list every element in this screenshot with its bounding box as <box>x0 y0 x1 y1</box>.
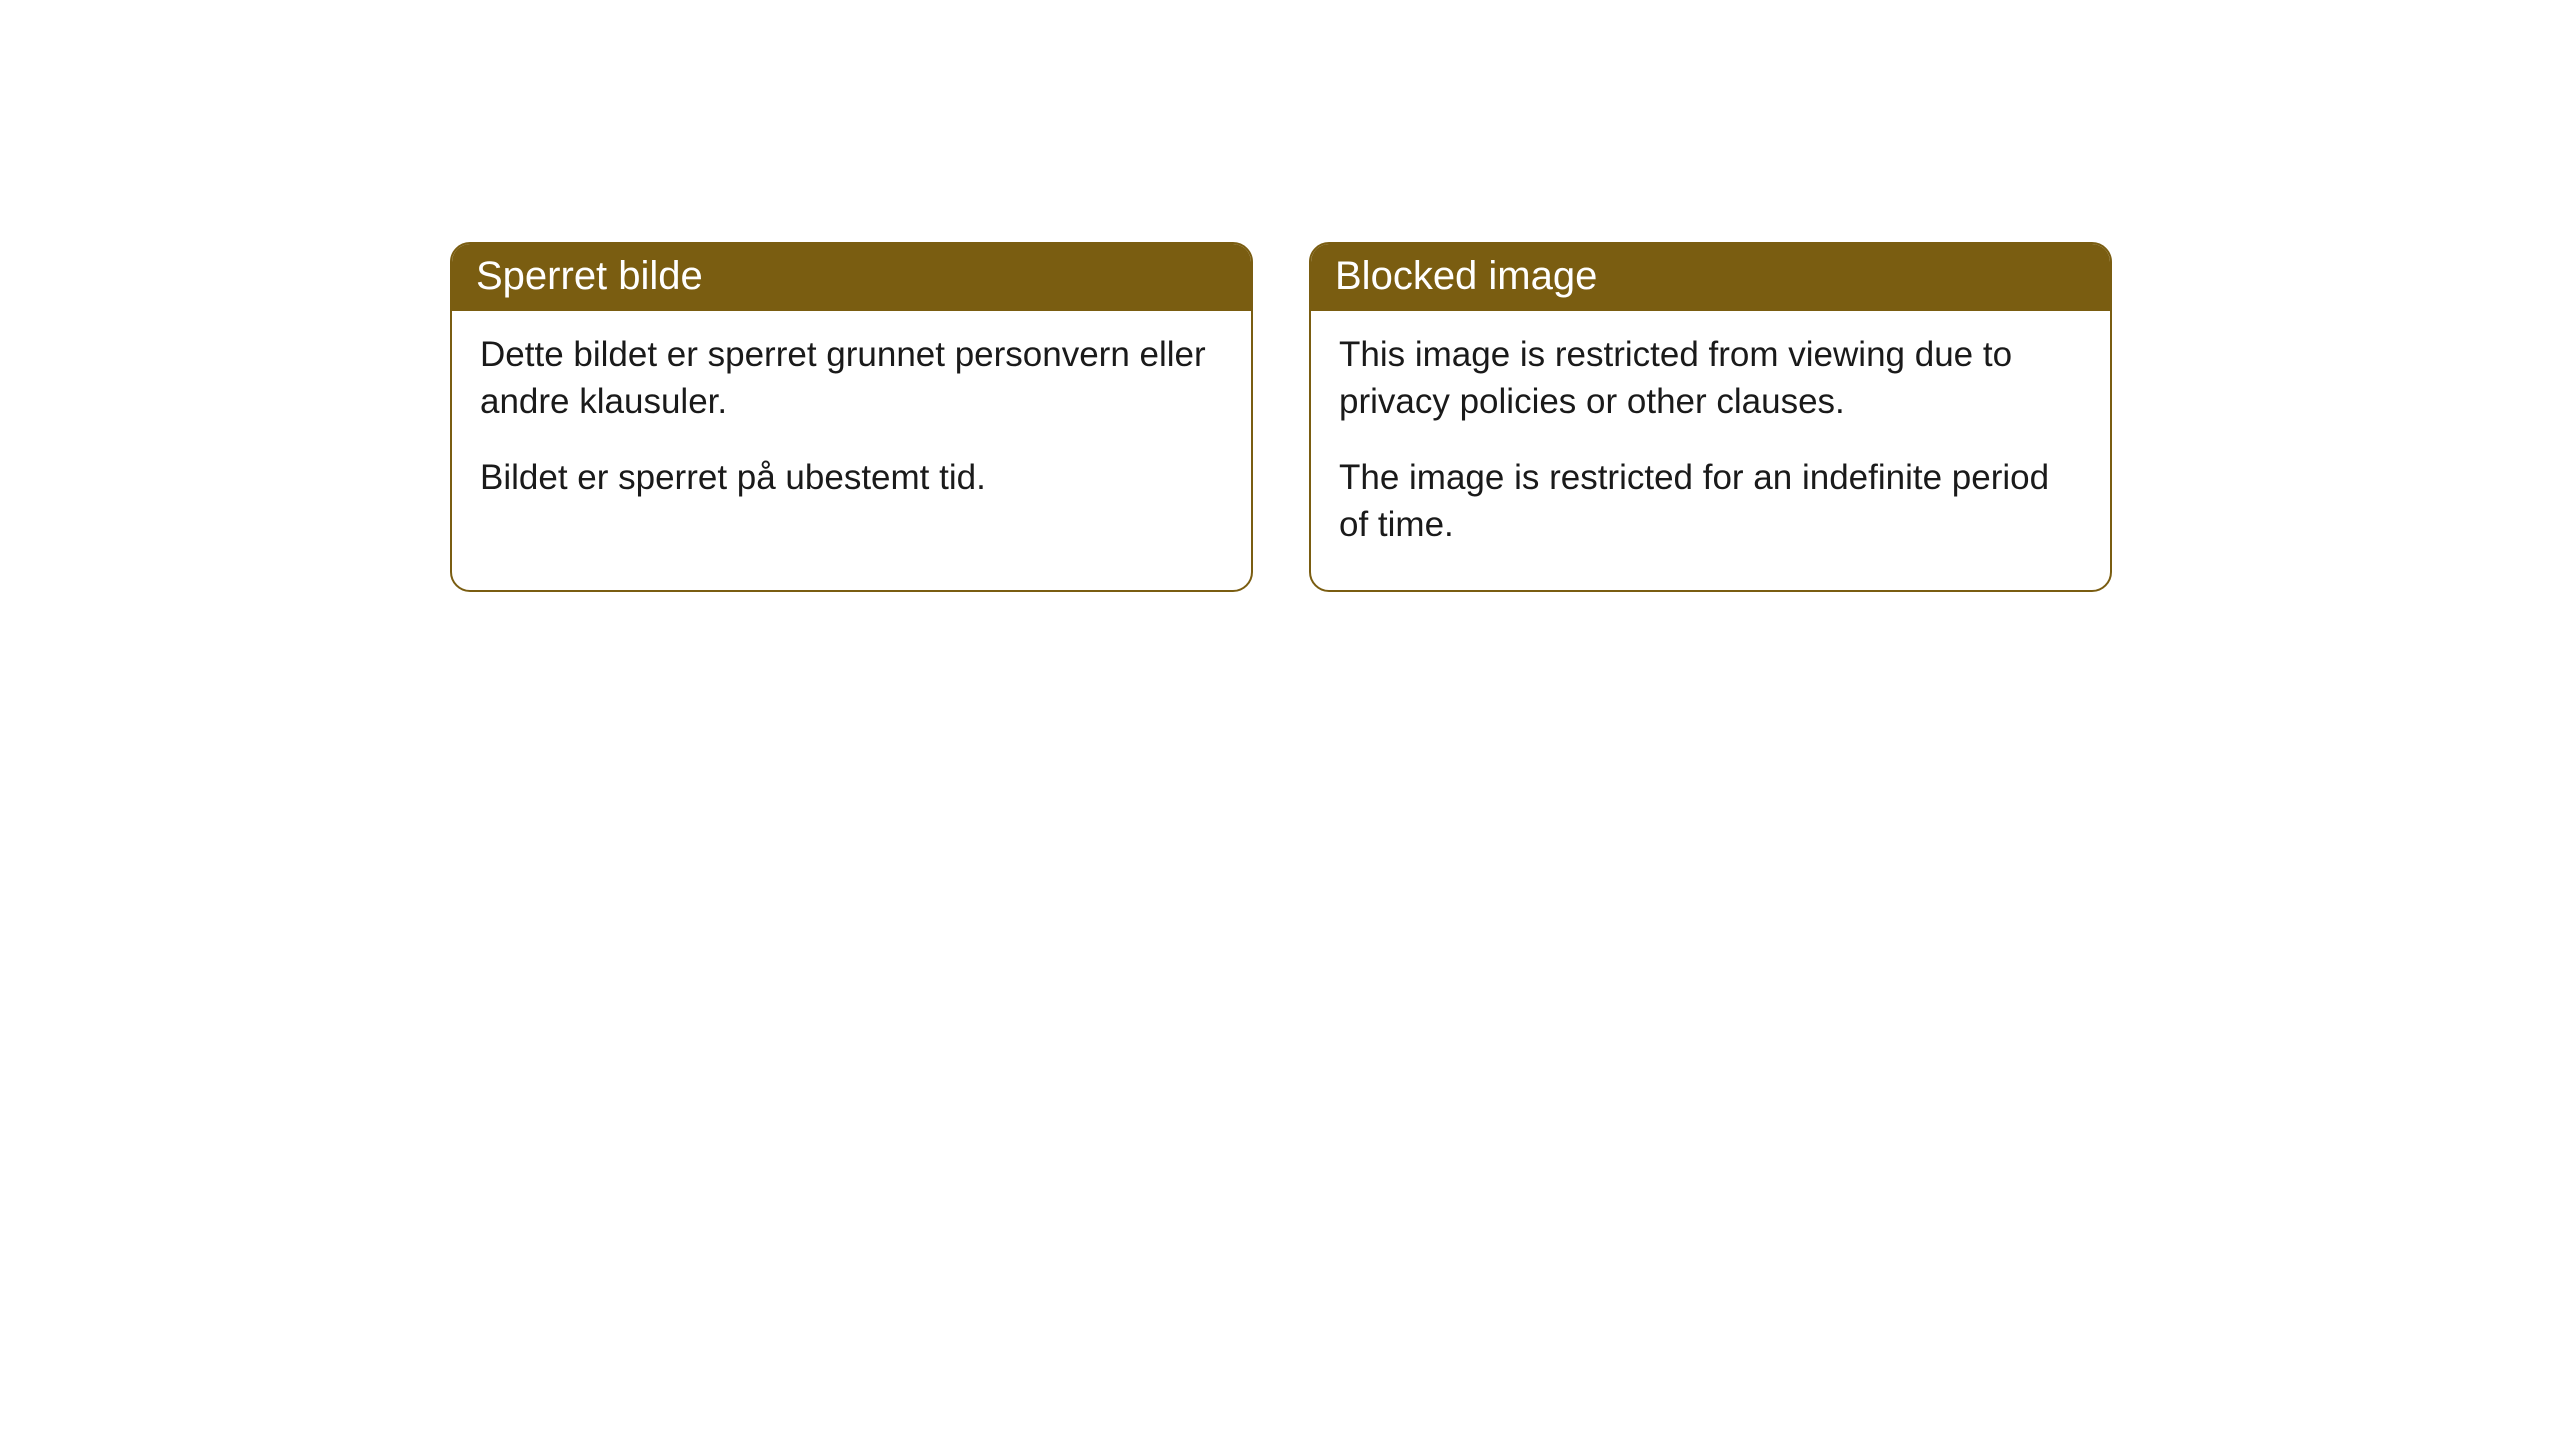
card-body: This image is restricted from viewing du… <box>1311 311 2110 590</box>
card-paragraph-1: Dette bildet er sperret grunnet personve… <box>480 331 1223 426</box>
card-paragraph-2: Bildet er sperret på ubestemt tid. <box>480 454 1223 501</box>
blocked-image-card-norwegian: Sperret bilde Dette bildet er sperret gr… <box>450 242 1253 592</box>
card-body: Dette bildet er sperret grunnet personve… <box>452 311 1251 543</box>
cards-container: Sperret bilde Dette bildet er sperret gr… <box>0 0 2560 592</box>
blocked-image-card-english: Blocked image This image is restricted f… <box>1309 242 2112 592</box>
card-title: Sperret bilde <box>452 244 1251 311</box>
card-paragraph-1: This image is restricted from viewing du… <box>1339 331 2082 426</box>
card-paragraph-2: The image is restricted for an indefinit… <box>1339 454 2082 549</box>
card-title: Blocked image <box>1311 244 2110 311</box>
